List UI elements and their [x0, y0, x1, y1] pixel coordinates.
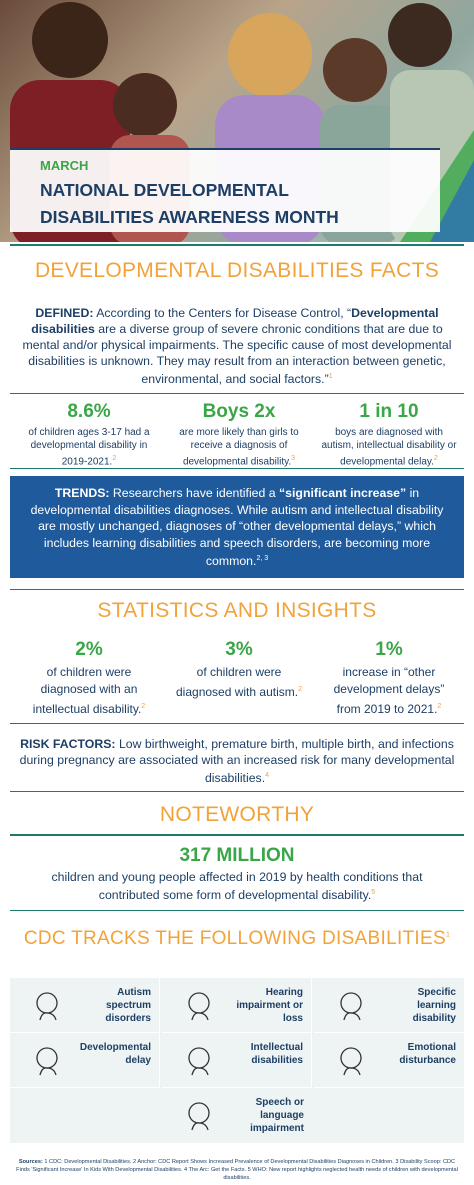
icon [188, 1102, 210, 1131]
divider [10, 468, 464, 469]
stat-value: 8.6% [67, 401, 111, 422]
text: 1 CDC: Developmental Disabilities. 2 Anc… [16, 1159, 458, 1181]
disability-item: Emotional disturbance [314, 1033, 464, 1088]
footnote: 2 [437, 703, 442, 710]
text: of children were diagnosed with autism. [176, 665, 299, 699]
disability-grid: Autism spectrum disorders Hearing impairm… [10, 978, 464, 1143]
text: boys are diagnosed with autism, intellec… [321, 427, 457, 468]
item-label: Speech or language impairment [250, 1097, 304, 1134]
text: increase in “other development delays” f… [333, 665, 445, 716]
text: of children were diagnosed with an intel… [32, 665, 142, 716]
emphasis: “significant increase” [279, 486, 407, 500]
label: TRENDS: [54, 486, 110, 500]
item-label: Developmental delay [79, 1042, 151, 1066]
noteworthy-text: children and young people affected in 20… [30, 869, 444, 903]
section-heading: STATISTICS AND INSIGHTS [97, 599, 377, 622]
text: in developmental disabilities diagnoses.… [30, 486, 444, 569]
stat-value: 1% [375, 639, 403, 660]
text: are a diverse group of severe chronic co… [22, 322, 452, 387]
footnote: 2, 3 [256, 555, 269, 562]
divider [10, 834, 464, 836]
divider [10, 589, 464, 590]
stat-value: 2% [75, 639, 103, 660]
section-heading: CDC TRACKS THE FOLLOWING DISABILITIES1 [0, 928, 474, 950]
stat-text: of children ages 3-17 had a developmenta… [20, 426, 158, 468]
stat-text: are more likely than girls to receive a … [170, 426, 308, 468]
footnote: 1 [328, 373, 333, 380]
term: Developmental disabilities [31, 306, 439, 336]
disability-item: Intellectual disabilities [162, 1033, 312, 1088]
text: are more likely than girls to receive a … [179, 427, 299, 468]
icon [340, 1047, 362, 1076]
section-heading: DEVELOPMENTAL DISABILITIES FACTS [34, 259, 440, 282]
stat-value: 1 in 10 [359, 401, 419, 422]
icon [36, 992, 58, 1021]
sources: Sources: 1 CDC: Developmental Disabiliti… [14, 1158, 460, 1182]
footnote: 2 [298, 686, 302, 693]
text: of children ages 3-17 had a developmenta… [28, 427, 150, 468]
stat-value: 3% [225, 639, 253, 660]
stat-text: of children were diagnosed with an intel… [20, 664, 158, 718]
item-label: Autism spectrum disorders [105, 987, 151, 1024]
footnote: 1 [445, 931, 451, 939]
footnote: 4 [265, 772, 270, 779]
main-title: NATIONAL DEVELOPMENTAL DISABILITIES AWAR… [40, 177, 339, 231]
text: Researchers have identified a [109, 486, 280, 500]
divider [10, 244, 464, 246]
heading-text: CDC TRACKS THE FOLLOWING DISABILITIES [23, 928, 446, 949]
item-label: Emotional disturbance [399, 1042, 456, 1066]
icon [188, 1047, 210, 1076]
defined-paragraph: DEFINED: According to the Centers for Di… [18, 305, 456, 387]
item-label: Intellectual disabilities [250, 1042, 303, 1066]
footnote: 2 [433, 455, 438, 462]
text: According to the Centers for Disease Con… [93, 306, 352, 320]
divider [10, 723, 464, 724]
label: RISK FACTORS: [20, 737, 116, 751]
stat-text: increase in “other development delays” f… [320, 664, 458, 718]
disability-item: Autism spectrum disorders [10, 978, 160, 1033]
stat-value: Boys 2x [202, 401, 276, 422]
divider [10, 791, 464, 792]
noteworthy-value: 317 MILLION [179, 845, 295, 866]
label: DEFINED: [35, 306, 94, 320]
text: Low birthweight, premature birth, multip… [19, 737, 455, 786]
footnote: 2 [141, 703, 146, 710]
footnote: 3 [291, 455, 296, 462]
title-line: DISABILITIES AWARENESS MONTH [40, 207, 339, 227]
month: MARCH [40, 158, 89, 173]
icon [340, 992, 362, 1021]
title-box: MARCH NATIONAL DEVELOPMENTAL DISABILITIE… [10, 148, 440, 232]
footnote: 2 [112, 455, 117, 462]
stat-text: of children were diagnosed with autism.2 [170, 664, 308, 701]
item-label: Hearing impairment or loss [236, 987, 303, 1024]
disability-item: Hearing impairment or loss [162, 978, 312, 1033]
disability-item: Speech or language impairment [162, 1088, 312, 1143]
divider [10, 393, 464, 394]
icon [188, 992, 210, 1021]
icon [36, 1047, 58, 1076]
disability-item: Developmental delay [10, 1033, 160, 1088]
label: Sources: [18, 1159, 43, 1165]
risk-paragraph: RISK FACTORS: Low birthweight, premature… [18, 736, 456, 786]
title-line: NATIONAL DEVELOPMENTAL [40, 180, 289, 200]
trends-box: TRENDS: Researchers have identified a “s… [10, 476, 464, 578]
item-label: Specific learning disability [412, 987, 456, 1024]
text: children and young people affected in 20… [51, 870, 423, 903]
stat-text: boys are diagnosed with autism, intellec… [320, 426, 458, 468]
footnote: 5 [371, 889, 376, 896]
section-heading: NOTEWORTHY [159, 803, 315, 826]
disability-item: Specific learning disability [314, 978, 464, 1033]
divider [10, 910, 464, 911]
